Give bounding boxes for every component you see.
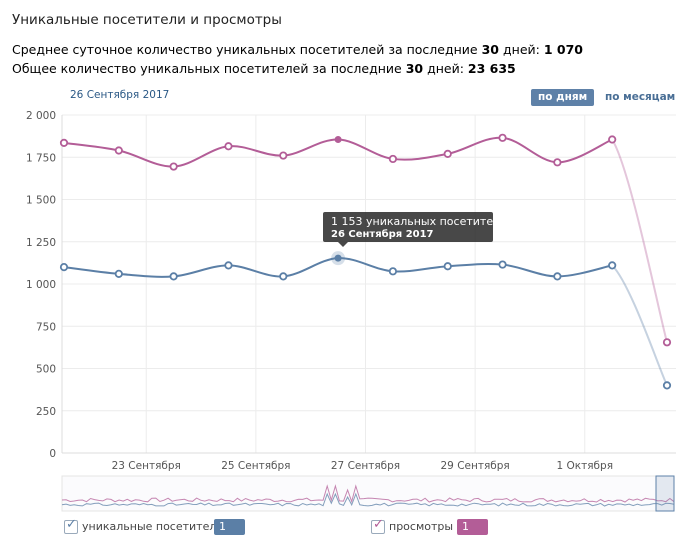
views-checkbox[interactable]: ✓ — [371, 517, 385, 534]
avg-daily-days-suffix: дней: — [503, 42, 540, 57]
overview-views-line — [61, 484, 675, 504]
y-tick-label: 750 — [36, 321, 56, 333]
x-tick-label: 23 Сентября — [112, 460, 181, 472]
views-point — [608, 135, 617, 144]
legend-views-label: просмотры — [389, 520, 454, 533]
y-tick-label: 1 250 — [26, 237, 56, 249]
overview-navigator — [61, 475, 675, 512]
y-tick-label: 250 — [36, 406, 56, 418]
visitors-point — [224, 261, 233, 270]
avg-daily-label: Среднее суточное количество уникальных п… — [12, 42, 478, 57]
total-days-suffix: дней: — [427, 61, 464, 76]
visitors-point — [114, 269, 123, 278]
page-title: Уникальные посетители и просмотры — [12, 12, 282, 28]
visitors-point — [443, 262, 452, 271]
views-point — [662, 338, 672, 347]
visitors-point — [608, 261, 617, 270]
y-tick-label: 500 — [36, 364, 56, 376]
x-tick-label: 27 Сентября — [331, 460, 400, 472]
visitors-point — [498, 260, 507, 269]
by-month-button[interactable]: по месяцам — [605, 91, 676, 103]
y-tick-label: 0 — [49, 448, 56, 460]
x-tick-label: 25 Сентября — [221, 460, 290, 472]
y-tick-label: 2 000 — [26, 110, 56, 122]
visitors-point — [388, 267, 398, 276]
visitors-point — [662, 381, 672, 390]
x-tick-label: 29 Сентября — [441, 460, 510, 472]
views-point — [59, 138, 69, 147]
total-value: 23 635 — [467, 61, 516, 76]
visitors-point — [169, 272, 178, 281]
views-point — [443, 149, 452, 158]
overview-visitors-line — [61, 492, 675, 507]
visitors-checkbox[interactable]: ✓ — [64, 517, 78, 534]
avg-daily-days: 30 — [481, 42, 500, 57]
visitors-line-partial — [611, 264, 668, 386]
visitors-point — [279, 272, 288, 281]
views-point — [114, 146, 123, 155]
visitors-point — [59, 262, 69, 272]
y-tick-label: 1 000 — [26, 279, 56, 291]
overview-selection-window — [655, 475, 675, 512]
avg-daily-value: 1 070 — [543, 42, 583, 57]
total-label: Общее количество уникальных посетителей … — [12, 61, 402, 76]
check-icon: ✓ — [66, 517, 77, 532]
x-axis-ticks: 23 Сентября 25 Сентября 27 Сентября 29 Сент… — [112, 460, 613, 472]
views-point — [498, 133, 507, 142]
x-tick-label: 1 Октября — [557, 460, 614, 472]
views-point — [388, 154, 398, 164]
chart-series — [59, 133, 672, 390]
legend-visitors-value: 1 153 — [214, 519, 245, 549]
views-point-active — [334, 136, 342, 144]
legend-views-value: 1 855 — [457, 519, 488, 549]
y-axis-ticks: 0 250 500 750 1 000 1 250 1 500 1 750 2 000 — [26, 110, 56, 460]
tooltip-value: 1 153 уникальных посетителя — [331, 215, 507, 228]
views-point — [224, 142, 233, 151]
views-point — [169, 162, 178, 171]
visitors-point-active — [334, 254, 342, 262]
selected-date-label: 26 Сентября 2017 — [70, 89, 170, 101]
tooltip-arrow — [338, 242, 348, 247]
chart-tooltip: 1 153 уникальных посетителя 26 Сентября … — [323, 212, 507, 247]
visitors-point — [553, 272, 562, 281]
views-point — [279, 151, 288, 160]
avg-daily-visitors-stat: Среднее суточное количество уникальных п… — [12, 42, 583, 57]
views-point — [553, 158, 562, 167]
tooltip-date: 26 Сентября 2017 — [331, 229, 434, 240]
total-days: 30 — [405, 61, 424, 76]
chart-grid — [61, 114, 676, 454]
total-visitors-stat: Общее количество уникальных посетителей … — [12, 61, 516, 76]
views-line-partial — [611, 138, 668, 343]
legend-visitors-label: уникальные посетители — [82, 520, 224, 533]
by-day-button[interactable]: по дням — [531, 89, 595, 106]
check-icon: ✓ — [373, 517, 384, 532]
y-tick-label: 1 750 — [26, 152, 56, 164]
y-tick-label: 1 500 — [26, 195, 56, 207]
